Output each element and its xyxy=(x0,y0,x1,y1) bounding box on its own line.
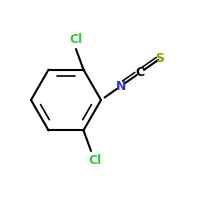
Text: S: S xyxy=(155,52,164,65)
Text: N: N xyxy=(115,80,126,93)
Text: Cl: Cl xyxy=(69,33,83,46)
Text: C: C xyxy=(136,66,145,79)
Text: Cl: Cl xyxy=(88,154,102,167)
